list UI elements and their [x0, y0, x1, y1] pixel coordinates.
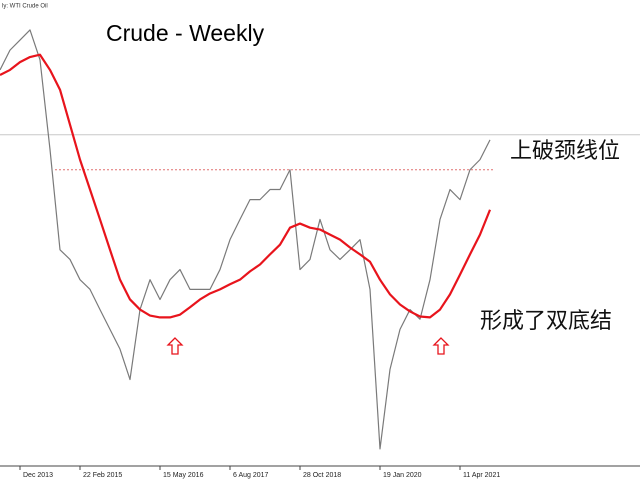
- x-tick-label: 28 Oct 2018: [303, 472, 341, 479]
- annotation: 上破颈线位: [510, 138, 620, 163]
- moving-average: [0, 53, 492, 319]
- x-tick-label: 22 Feb 2015: [83, 472, 122, 479]
- x-tick-label: Dec 2013: [23, 472, 53, 479]
- annotation: 形成了双底结: [480, 308, 612, 333]
- price-line: [0, 29, 491, 450]
- x-tick-label: 19 Jan 2020: [383, 472, 422, 479]
- up-arrow: [432, 337, 450, 355]
- up-arrow: [166, 337, 184, 355]
- symbol-label: ly: WTI Crude Oil: [2, 4, 48, 10]
- chart-title: Crude - Weekly: [106, 20, 265, 46]
- x-tick-label: 6 Aug 2017: [233, 472, 269, 479]
- x-tick-label: 15 May 2016: [163, 472, 204, 479]
- x-tick-label: 11 Apr 2021: [463, 472, 500, 479]
